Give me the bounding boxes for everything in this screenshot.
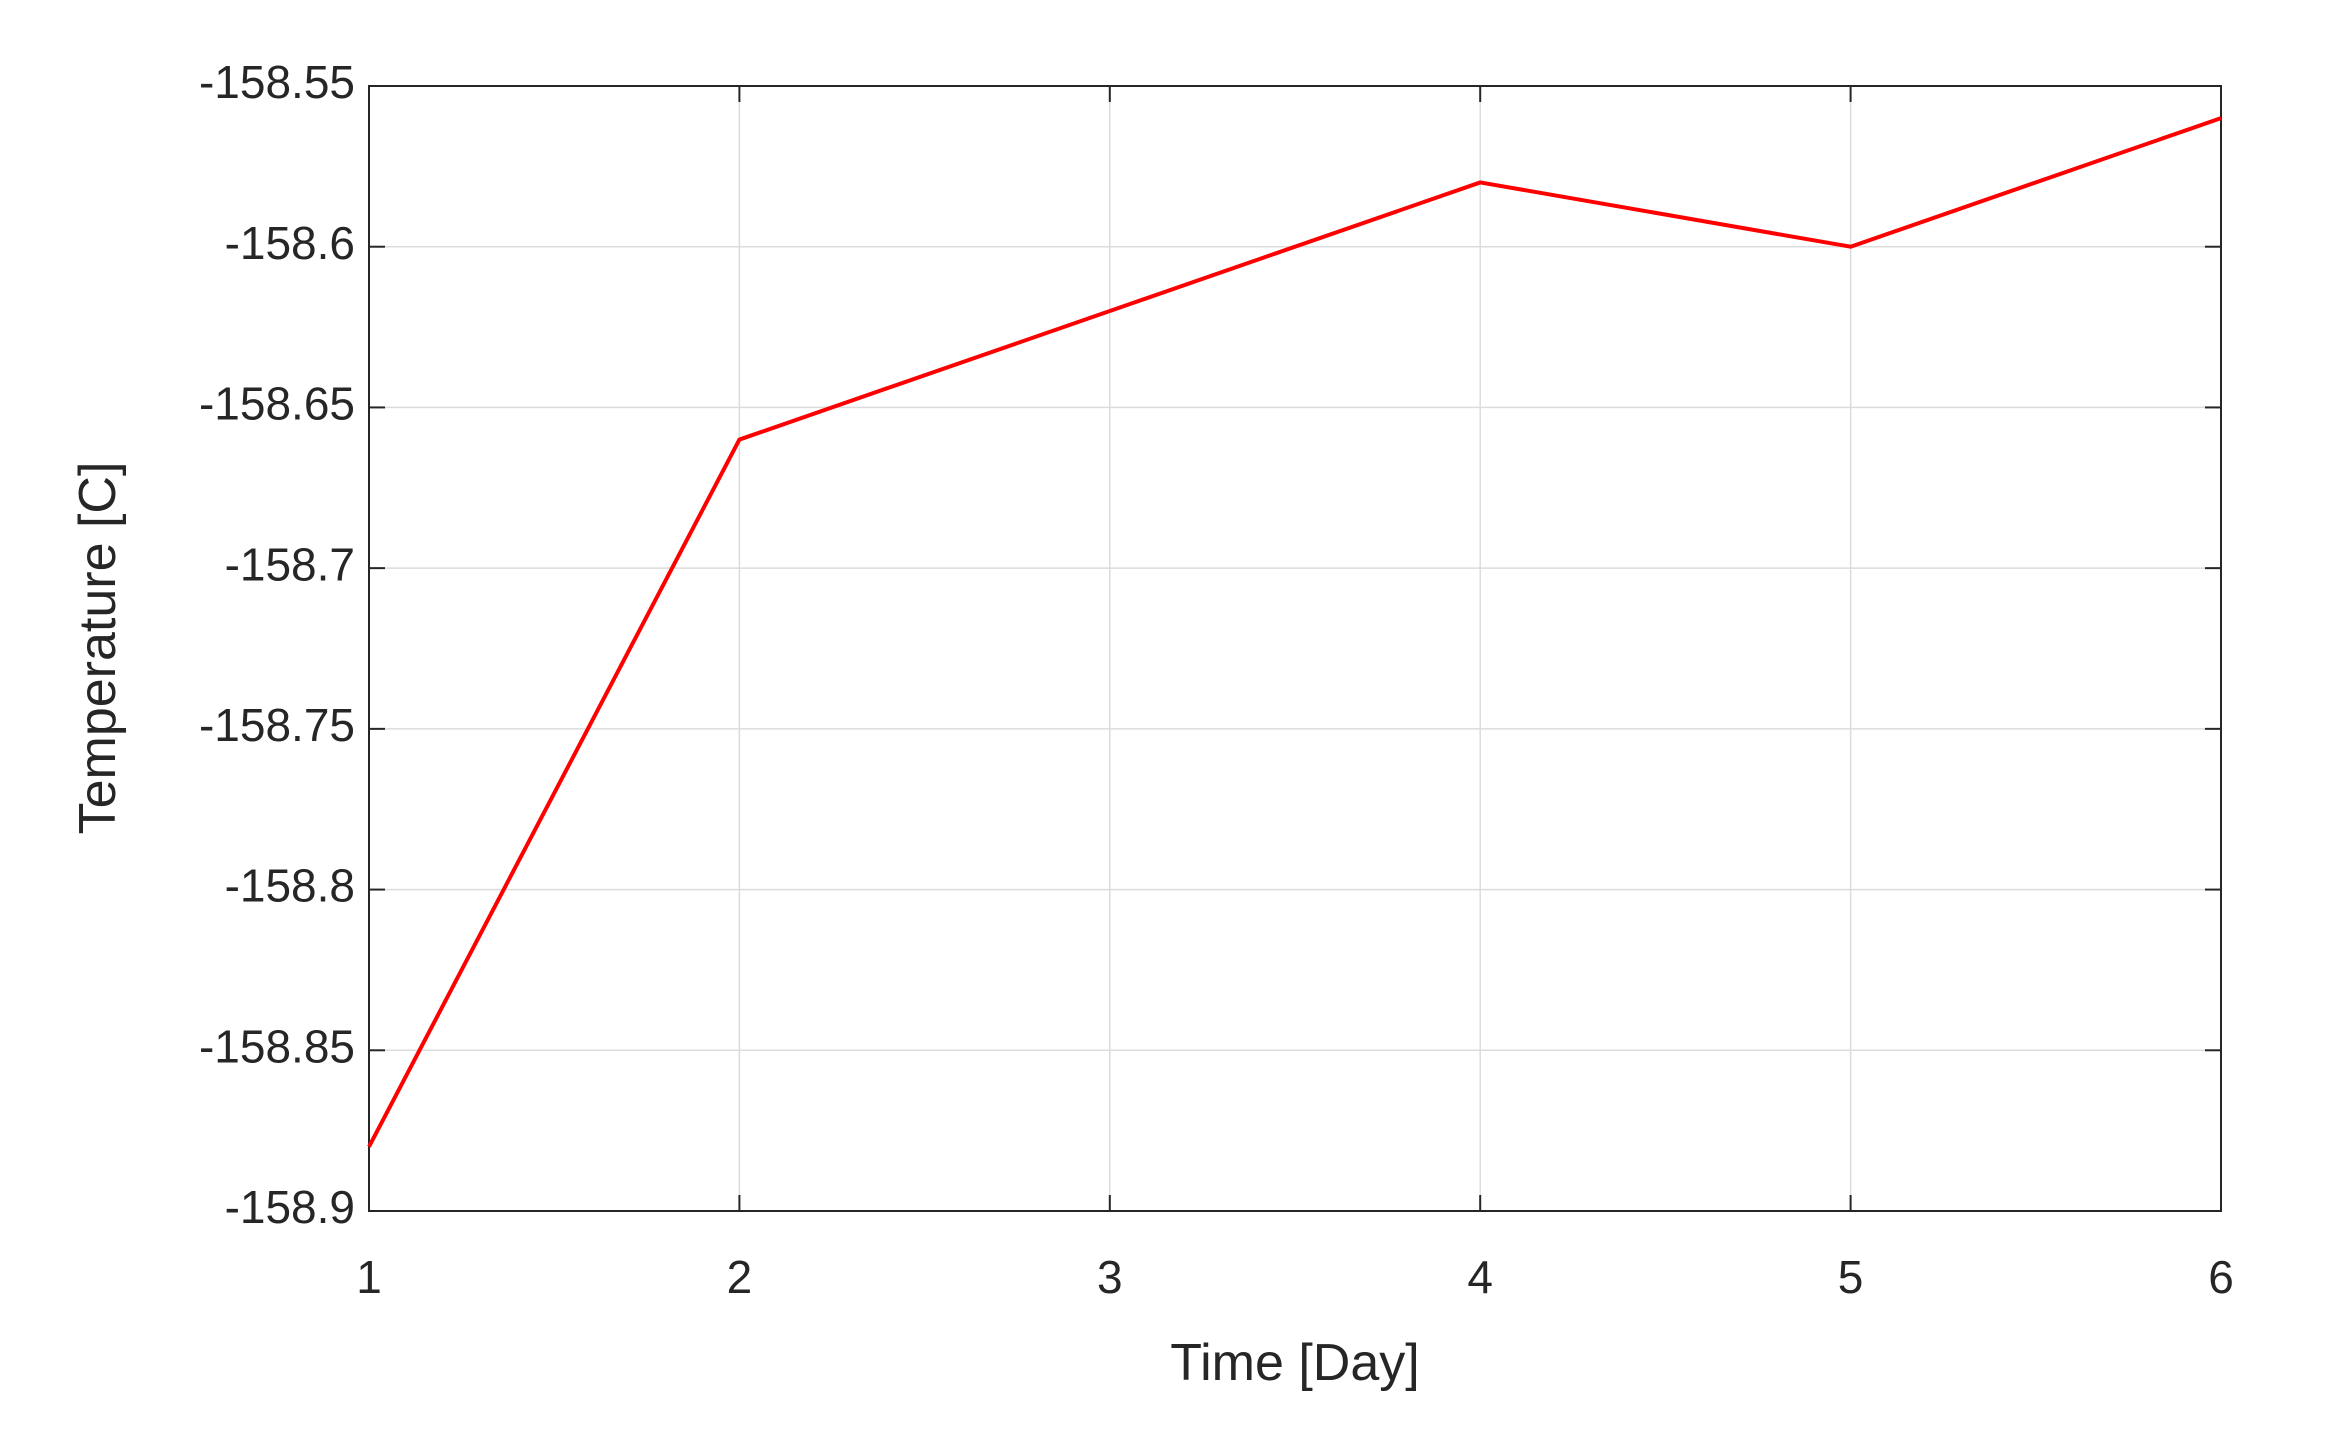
x-tick-label: 5 — [1838, 1251, 1864, 1303]
x-tick-label: 1 — [356, 1251, 382, 1303]
y-tick-label: -158.8 — [225, 860, 355, 912]
y-tick-label: -158.75 — [199, 699, 355, 751]
y-tick-label: -158.55 — [199, 56, 355, 108]
x-axis-label: Time [Day] — [1170, 1334, 1419, 1392]
x-tick-label: 3 — [1097, 1251, 1123, 1303]
x-tick-label: 6 — [2208, 1251, 2234, 1303]
y-tick-label: -158.6 — [225, 217, 355, 269]
y-tick-label: -158.85 — [199, 1020, 355, 1072]
x-tick-label: 2 — [727, 1251, 753, 1303]
x-tick-label: 4 — [1467, 1251, 1493, 1303]
data-line — [367, 116, 2222, 1148]
plot-frame — [368, 85, 2222, 1212]
y-tick-label: -158.65 — [199, 378, 355, 430]
y-tick-label: -158.7 — [225, 538, 355, 590]
y-tick-label: -158.9 — [225, 1181, 355, 1233]
y-axis-label: Temperature [C] — [69, 462, 127, 835]
